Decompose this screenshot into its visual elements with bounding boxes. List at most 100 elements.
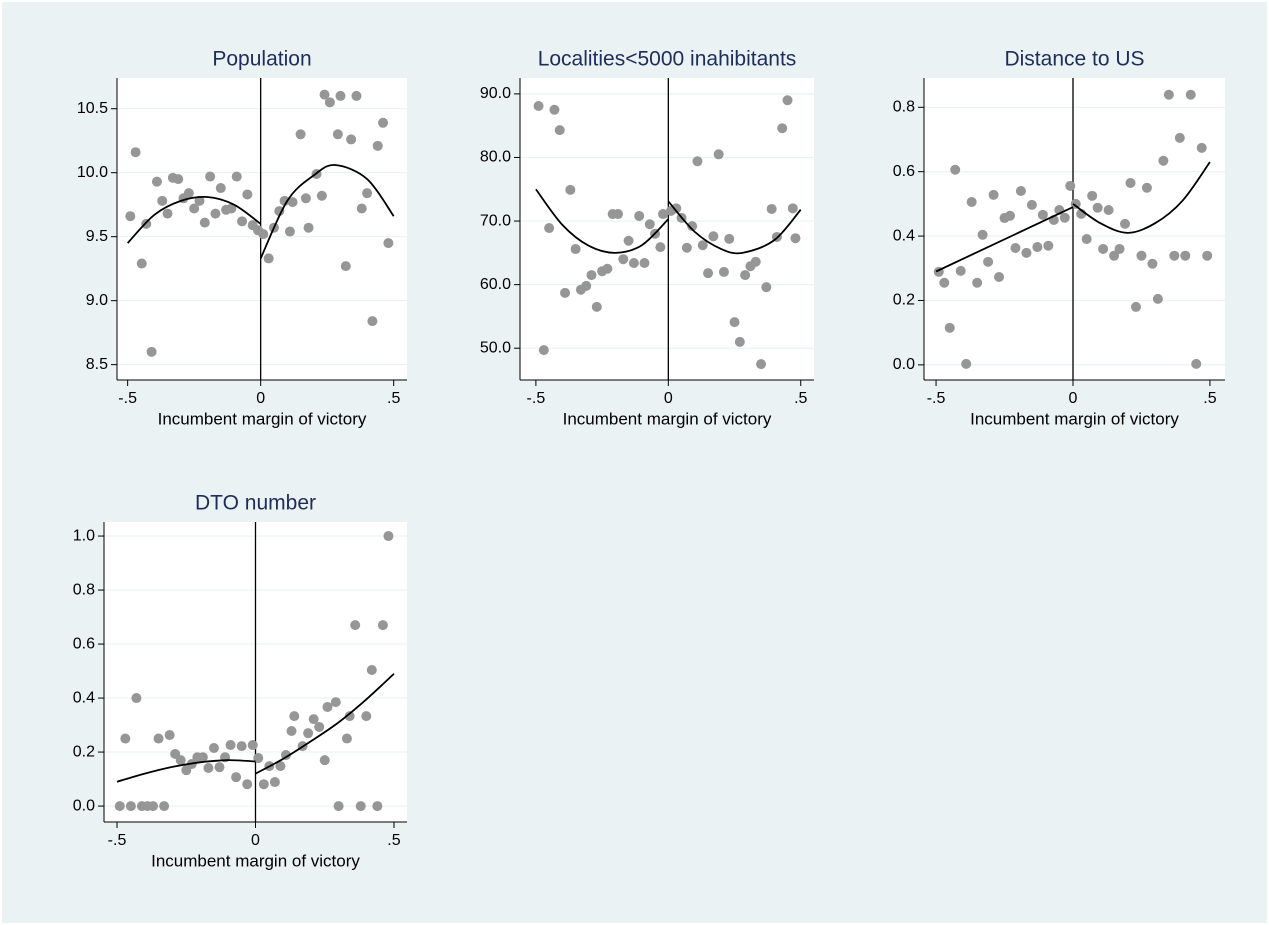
y-tick-label: 10.5 [77, 100, 108, 117]
point [766, 203, 777, 214]
y-tick-label: 80.0 [480, 149, 511, 166]
point [162, 208, 173, 219]
point [1010, 242, 1021, 253]
panel-title: Population [212, 48, 311, 71]
point [153, 733, 164, 744]
point [1032, 242, 1043, 253]
point [258, 779, 269, 790]
point [355, 801, 366, 812]
point [183, 188, 194, 199]
point [1043, 240, 1054, 251]
point [141, 218, 152, 229]
x-tick-label: 0 [256, 390, 265, 407]
panel: Localities<5000 inahibitants 50.0 60.0 70.0… [480, 48, 814, 428]
y-tick-label: 8.5 [86, 356, 108, 373]
point [1136, 250, 1147, 261]
point [671, 203, 682, 214]
point [1005, 210, 1015, 221]
point [319, 89, 330, 100]
point [361, 711, 372, 722]
point [713, 149, 724, 160]
point [655, 242, 666, 253]
point [236, 741, 247, 752]
point [644, 219, 655, 230]
point [1158, 155, 1169, 166]
point [377, 620, 388, 631]
fit-line [259, 164, 395, 259]
y-tick-label: 0.2 [73, 743, 95, 760]
y-tick-label: 60.0 [480, 276, 511, 293]
point [332, 129, 343, 140]
x-tick-label: -.5 [527, 390, 546, 407]
point [658, 209, 669, 220]
y-tick-label: 1.0 [73, 527, 95, 544]
x-tick-label: -.5 [118, 390, 137, 407]
point [366, 664, 377, 675]
point [215, 183, 226, 194]
point [372, 801, 383, 812]
point [197, 752, 208, 763]
point [1130, 301, 1141, 312]
point [125, 801, 136, 812]
point [1163, 89, 1174, 100]
point [586, 270, 597, 281]
point [618, 254, 629, 265]
point [303, 222, 314, 233]
point [1180, 250, 1191, 261]
x-tick-label: 0 [664, 390, 673, 407]
point [322, 701, 333, 712]
point [1202, 250, 1213, 261]
point [289, 711, 300, 722]
point [287, 197, 298, 208]
point [314, 721, 325, 732]
panel: Distance to US 0.0 0.2 0.4 0.6 0.8 -.5 0 .5 Incum… [893, 48, 1225, 428]
point [544, 223, 555, 234]
point [787, 203, 798, 214]
point [231, 171, 242, 182]
x-tick-label: .5 [1203, 390, 1216, 407]
point [205, 171, 216, 182]
point [950, 164, 961, 175]
point [214, 762, 225, 773]
point [378, 117, 389, 128]
x-axis-label: Incumbent margin of victory [151, 851, 360, 870]
point [383, 531, 394, 542]
point [972, 277, 983, 288]
point [1196, 142, 1207, 153]
point [1081, 233, 1092, 244]
point [237, 216, 248, 227]
point [330, 697, 341, 708]
point [565, 184, 576, 195]
point [210, 208, 221, 219]
x-tick-label: -.5 [108, 832, 127, 849]
point [231, 772, 242, 783]
point [151, 176, 162, 187]
point [560, 287, 571, 298]
point [623, 235, 634, 246]
point [628, 258, 639, 269]
point [175, 755, 186, 766]
point [1125, 177, 1136, 188]
point [120, 733, 131, 744]
point [554, 125, 565, 136]
point [1147, 258, 1158, 269]
y-tick-label: 0.0 [73, 797, 95, 814]
point [939, 277, 950, 288]
point [729, 317, 740, 328]
x-axis-label: Incumbent margin of victory [970, 409, 1179, 428]
panel: DTO number 0.0 0.2 0.4 0.6 0.8 1.0 -.5 0 .5 Incumb… [73, 492, 407, 870]
panel-title: DTO number [195, 492, 316, 515]
point [383, 238, 394, 249]
y-tick-label: 0.6 [73, 635, 95, 652]
point [173, 174, 184, 185]
point [1065, 180, 1076, 191]
point [341, 733, 352, 744]
point [253, 753, 264, 764]
point [1103, 205, 1114, 216]
x-tick-label: -.5 [927, 390, 946, 407]
fit-line [255, 673, 395, 775]
point [697, 240, 708, 251]
point [1141, 182, 1152, 193]
point [591, 301, 602, 312]
point [1015, 186, 1026, 197]
